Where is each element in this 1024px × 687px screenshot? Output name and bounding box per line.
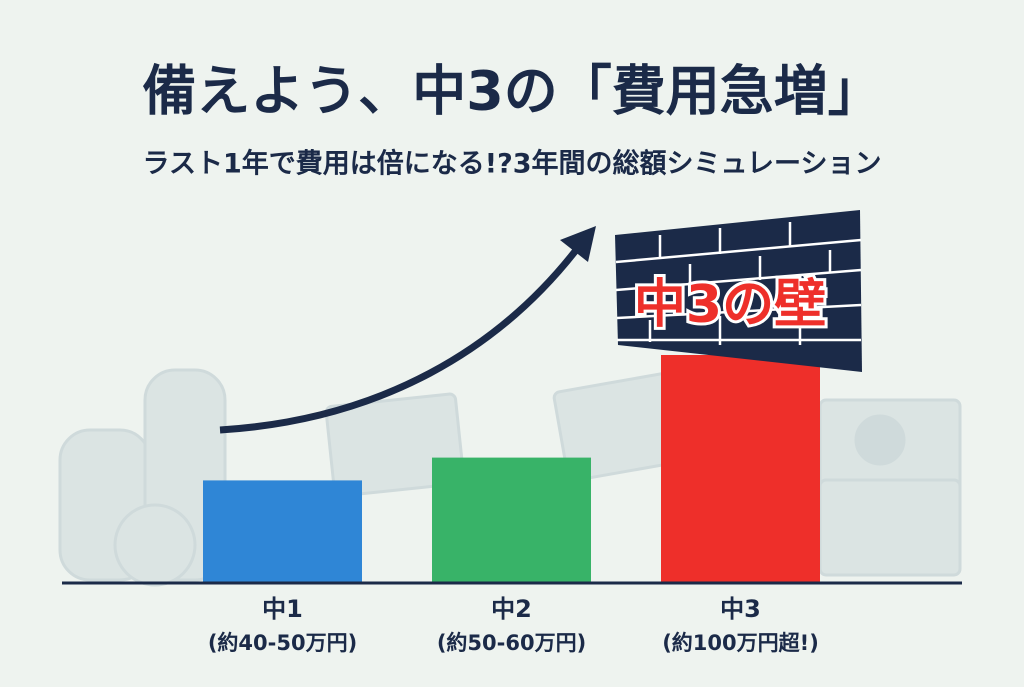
subtitle: ラスト1年で費用は倍になる!?3年間の総額シミュレーション [143,148,882,180]
category-note: (約50-60万円) [437,631,586,655]
wall [615,210,862,372]
trend-arrow [219,242,583,434]
bar [432,457,591,583]
annotation: 中3の壁 [634,275,826,335]
title: 備えよう、中3の「費用急増」 [142,60,882,123]
arrow-head [560,226,596,262]
bar [203,480,362,583]
category-note: (約40-50万円) [208,631,357,655]
category-note: (約100万円超!) [662,631,819,655]
x-tick-label: 中3 [720,595,761,623]
bars [203,355,820,583]
x-tick-label: 中2 [491,595,532,623]
bar [661,355,820,583]
x-tick-label: 中1 [262,595,303,623]
